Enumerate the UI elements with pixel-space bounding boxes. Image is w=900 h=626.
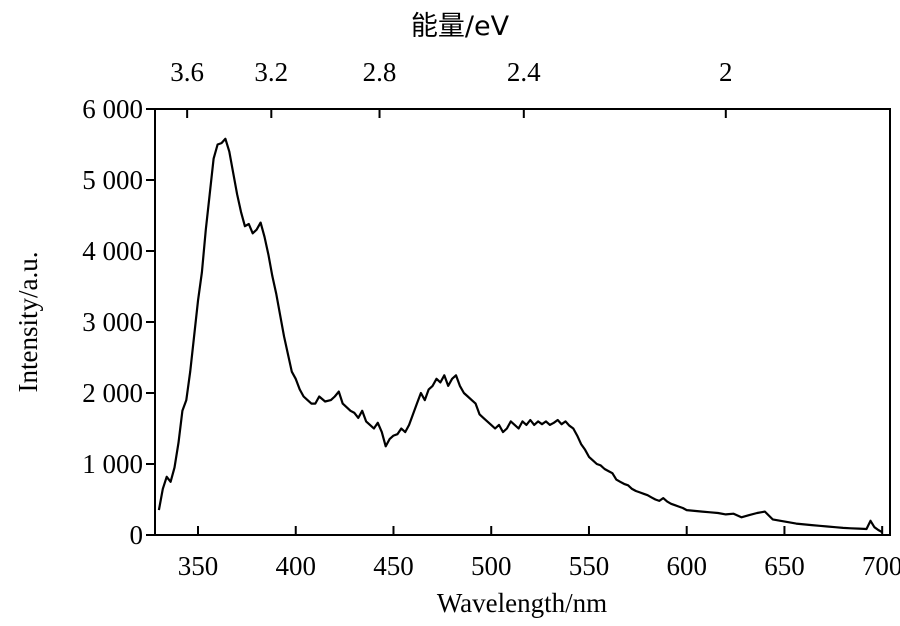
x-tick-label: 450 (373, 551, 414, 581)
y-tick-label: 4 000 (82, 236, 143, 266)
left-axis-ticks: 0 1 000 2 000 3 000 4 000 5 000 6 000 (82, 94, 155, 550)
x-tick-label: 350 (178, 551, 219, 581)
top-tick-label: 2.8 (363, 57, 397, 87)
series-line (157, 137, 883, 534)
top-tick-label: 2.4 (507, 57, 541, 87)
y-axis-title: Intensity/a.u. (13, 252, 43, 393)
y-tick-label: 6 000 (82, 94, 143, 124)
top-axis-ticks: 3.6 3.2 2.8 2.4 2 (170, 57, 733, 118)
y-tick-label: 5 000 (82, 165, 143, 195)
x-tick-label: 500 (471, 551, 512, 581)
y-tick-label: 2 000 (82, 378, 143, 408)
top-tick-label: 2 (719, 57, 733, 87)
x-axis-title: Wavelength/nm (437, 588, 607, 618)
x-tick-label: 650 (764, 551, 805, 581)
top-tick-label: 3.6 (170, 57, 204, 87)
top-axis-title: 能量/eV (411, 11, 510, 42)
bottom-axis-ticks: 350 400 450 500 550 600 650 700 (178, 526, 900, 581)
x-tick-label: 700 (862, 551, 900, 581)
x-tick-label: 600 (666, 551, 707, 581)
x-tick-label: 400 (275, 551, 316, 581)
y-tick-label: 3 000 (82, 307, 143, 337)
y-tick-label: 0 (130, 520, 144, 550)
y-tick-label: 1 000 (82, 449, 143, 479)
x-tick-label: 550 (569, 551, 610, 581)
top-tick-label: 3.2 (254, 57, 288, 87)
plot-frame (154, 108, 891, 536)
